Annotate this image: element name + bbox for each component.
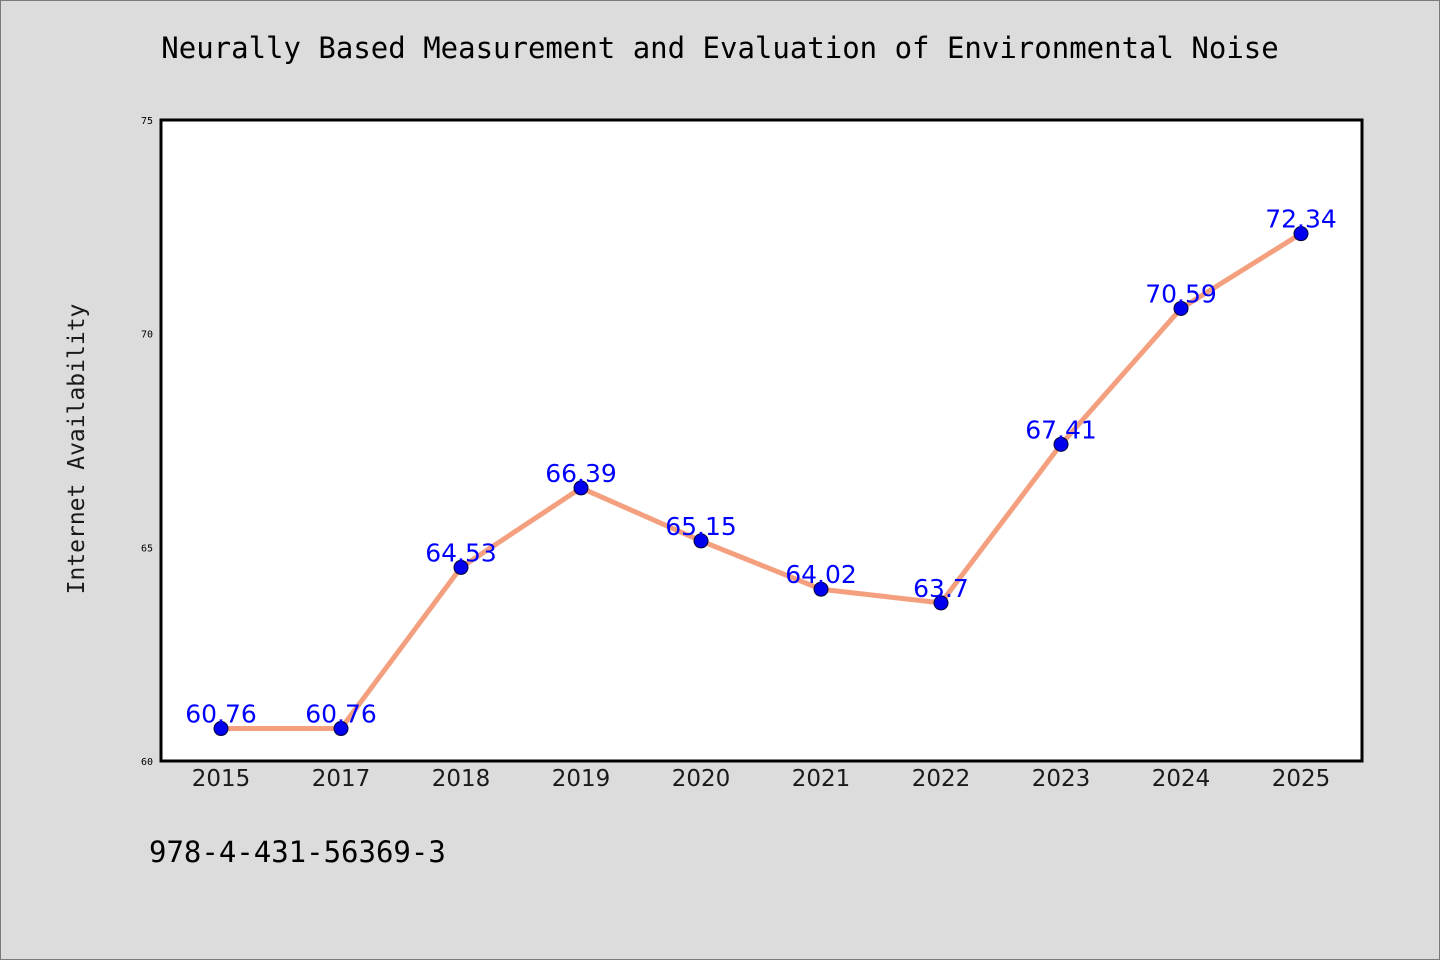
- x-tick-label: 2018: [432, 766, 491, 792]
- series-line: [218, 231, 1304, 732]
- x-tick-label: 2021: [792, 766, 851, 792]
- data-point: [573, 480, 589, 496]
- data-label: 72.34: [1265, 205, 1337, 234]
- isbn-code: 978-4-431-56369-3: [149, 835, 446, 869]
- x-tick-label: 2023: [1032, 766, 1091, 792]
- data-markers: [213, 226, 1309, 737]
- data-point: [813, 581, 829, 597]
- data-point: [933, 595, 949, 611]
- x-tick-label: 2025: [1272, 766, 1331, 792]
- x-axis: 2015 2017 2018 2019 2020 2021 2022 2023 2024 2025: [192, 766, 1331, 792]
- chart-title: Neurally Based Measurement and Evaluatio…: [161, 31, 1279, 65]
- data-labels: 60.76 60.76 64.53 66.39 65.15 64.02 63.7 67.41 7…: [185, 205, 1337, 729]
- data-point: [453, 559, 469, 575]
- data-point: [333, 721, 349, 737]
- plot-area: [159, 118, 1364, 763]
- y-tick-label: 70: [141, 330, 153, 341]
- data-point: [693, 533, 709, 549]
- x-tick-label: 2022: [912, 766, 971, 792]
- data-label: 66.39: [545, 459, 617, 488]
- data-label: 70.59: [1145, 279, 1217, 308]
- y-tick-label: 75: [141, 116, 153, 127]
- data-label: 63.7: [913, 574, 969, 603]
- x-tick-label: 2015: [192, 766, 251, 792]
- data-label: 64.02: [785, 560, 857, 589]
- data-label: 67.41: [1025, 415, 1097, 444]
- y-tick-label: 60: [141, 757, 153, 768]
- data-label: 65.15: [665, 512, 737, 541]
- x-tick-label: 2020: [672, 766, 731, 792]
- data-point: [1293, 226, 1309, 242]
- x-tick-label: 2017: [312, 766, 371, 792]
- x-tick-label: 2019: [552, 766, 611, 792]
- data-label: 64.53: [425, 538, 497, 567]
- data-label: 60.76: [185, 700, 257, 729]
- data-point: [1053, 436, 1069, 452]
- data-label: 60.76: [305, 700, 377, 729]
- data-point: [1173, 300, 1189, 316]
- x-tick-label: 2024: [1152, 766, 1211, 792]
- y-axis: 60 65 70 75: [141, 116, 153, 768]
- y-tick-label: 65: [141, 543, 153, 554]
- data-point: [213, 721, 229, 737]
